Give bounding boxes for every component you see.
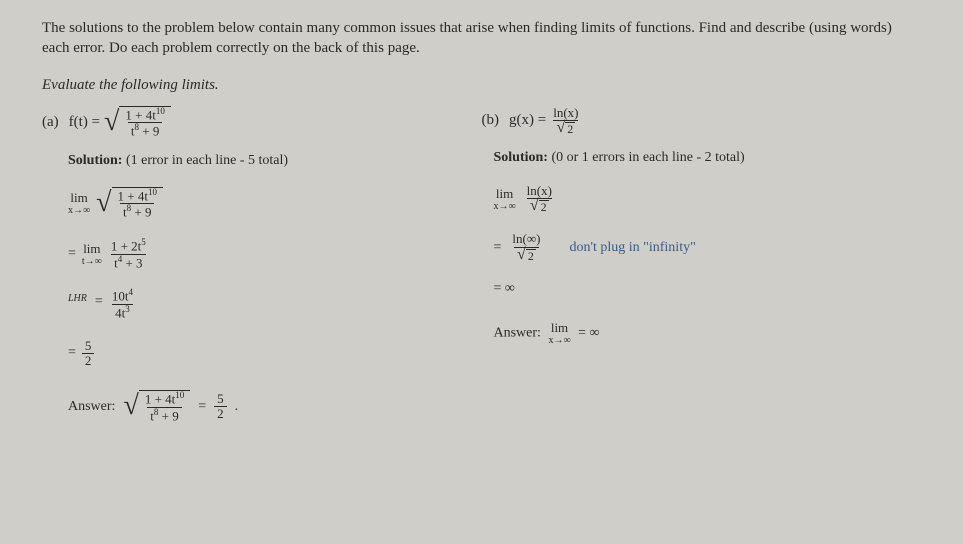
ans-b-lim-word: lim [551, 321, 568, 334]
ans-b-eq: = ∞ [578, 326, 599, 341]
eq-3: = [95, 294, 103, 310]
fn-b-lhs: g(x) = [509, 112, 546, 129]
s3-den: 4t [115, 305, 125, 320]
lim2-word: lim [83, 242, 100, 255]
b-num: ln(x) [550, 106, 581, 120]
label-b: (b) [482, 112, 500, 129]
s1-den-tail: + 9 [131, 205, 151, 220]
limb1-word: lim [496, 187, 513, 200]
problem-a: (a) f(t) = √ 1 + 4t10 t8 + 9 Solution: (… [42, 106, 482, 424]
s3-den-exp: 3 [125, 304, 130, 314]
frac-b1: ln(x) √2 [524, 184, 555, 214]
limb1-sub: x→∞ [494, 202, 516, 212]
lim-word: lim [70, 191, 87, 204]
den-tail: + 9 [139, 123, 159, 138]
sqrt-a: √ 1 + 4t10 t8 + 9 [104, 106, 171, 139]
ans-rhs-num: 5 [214, 392, 227, 406]
solution-a-label: Solution: (1 error in each line - 5 tota… [68, 153, 482, 169]
answer-a: Answer: √ 1 + 4t10 t8 + 9 = 5 2 . [68, 390, 482, 423]
ans-frac: 5 2 [214, 392, 227, 422]
instructions-text: The solutions to the problem below conta… [42, 18, 921, 59]
ans-b-label: Answer: [494, 326, 541, 341]
s4-num: 5 [82, 339, 95, 353]
b2-num: ln(∞) [509, 232, 543, 246]
page: The solutions to the problem below conta… [0, 0, 963, 423]
ans-eq: = [198, 399, 206, 415]
s4-den: 2 [82, 353, 95, 368]
sqrt-body: 1 + 4t10 t8 + 9 [119, 106, 170, 139]
s3-num: 10t [112, 289, 129, 304]
b1-den-val: 2 [539, 200, 549, 214]
lim2-sub: t→∞ [82, 257, 102, 267]
columns: (a) f(t) = √ 1 + 4t10 t8 + 9 Solution: (… [42, 106, 921, 424]
step-b-3: = ∞ [494, 281, 922, 297]
lim-sub: x→∞ [68, 206, 90, 216]
ans-rhs-den: 2 [214, 406, 227, 421]
step-a-2: = lim t→∞ 1 + 2t5 t4 + 3 [68, 238, 482, 270]
s2-num: 1 + 2t [111, 238, 141, 253]
ans-sqrt-sym: √ [123, 396, 138, 429]
b1-den-sym: √ [530, 200, 539, 213]
function-a: (a) f(t) = √ 1 + 4t10 t8 + 9 [42, 106, 482, 139]
frac-b: ln(x) √2 [550, 106, 581, 136]
label-a: (a) [42, 114, 59, 131]
evaluate-heading: Evaluate the following limits. [42, 77, 921, 94]
ans-num-exp: 10 [175, 390, 184, 400]
step-a-3: LHR = 10t4 4t3 [68, 288, 482, 320]
frac-2: 1 + 2t5 t4 + 3 [108, 238, 149, 270]
eq-4: = [68, 345, 76, 361]
b2-den-val: 2 [526, 249, 536, 263]
answer-b: Answer: lim x→∞ = ∞ [494, 321, 922, 346]
ans-b-lim-sub: x→∞ [548, 336, 570, 346]
step-a-4: = 5 2 [68, 339, 482, 369]
eq-2: = [68, 246, 76, 262]
lim-2: lim t→∞ [82, 242, 102, 267]
sol-word: Solution: [68, 153, 122, 168]
ans-b-lim: lim x→∞ [548, 321, 570, 346]
ans-period: . [235, 399, 239, 415]
b3-text: = ∞ [494, 281, 515, 297]
step-a-1: lim x→∞ √ 1 + 4t10 t8 + 9 [68, 187, 482, 220]
handwritten-note: don't plug in "infinity" [569, 240, 695, 256]
num-text: 1 + 4t [125, 107, 155, 122]
lhr-label: LHR [68, 293, 87, 304]
frac-a: 1 + 4t10 t8 + 9 [122, 107, 167, 139]
sqrt-symbol: √ [104, 112, 119, 145]
s2-num-exp: 5 [141, 237, 146, 247]
b-den-val: 2 [565, 122, 575, 136]
frac-b2: ln(∞) √2 [509, 232, 543, 262]
frac-3: 10t4 4t3 [109, 288, 136, 320]
b-den-sqrt: √ [556, 122, 565, 135]
sqrt-sym-1: √ [96, 193, 111, 226]
s2-den-tail: + 3 [122, 255, 142, 270]
sol-b-note: (0 or 1 errors in each line - 2 total) [551, 150, 744, 165]
sol-note: (1 error in each line - 5 total) [126, 153, 288, 168]
ans-num: 1 + 4t [145, 391, 175, 406]
step-b-2: = ln(∞) √2 don't plug in "infinity" [494, 232, 922, 262]
step-b-1: lim x→∞ ln(x) √2 [494, 184, 922, 214]
fn-a-lhs: f(t) = [69, 114, 100, 131]
ans-label: Answer: [68, 399, 115, 415]
sol-b-word: Solution: [494, 150, 548, 165]
frac-4: 5 2 [82, 339, 95, 369]
s1-num-exp: 10 [148, 187, 157, 197]
problem-b: (b) g(x) = ln(x) √2 Solution: (0 or 1 er… [482, 106, 922, 424]
eq-b2: = [494, 240, 502, 256]
function-b: (b) g(x) = ln(x) √2 [482, 106, 922, 136]
num-exp: 10 [156, 106, 165, 116]
ans-sqrt: √ 1 + 4t10 t8 + 9 [123, 390, 190, 423]
lim-1: lim x→∞ [68, 191, 90, 216]
b2-den-sym: √ [517, 249, 526, 262]
ans-den-tail: + 9 [158, 408, 178, 423]
s3-num-exp: 4 [128, 287, 133, 297]
sqrt-step1: √ 1 + 4t10 t8 + 9 [96, 187, 163, 220]
solution-b-label: Solution: (0 or 1 errors in each line - … [494, 150, 922, 166]
lim-b1: lim x→∞ [494, 187, 516, 212]
s1-num: 1 + 4t [118, 188, 148, 203]
b1-num: ln(x) [524, 184, 555, 198]
